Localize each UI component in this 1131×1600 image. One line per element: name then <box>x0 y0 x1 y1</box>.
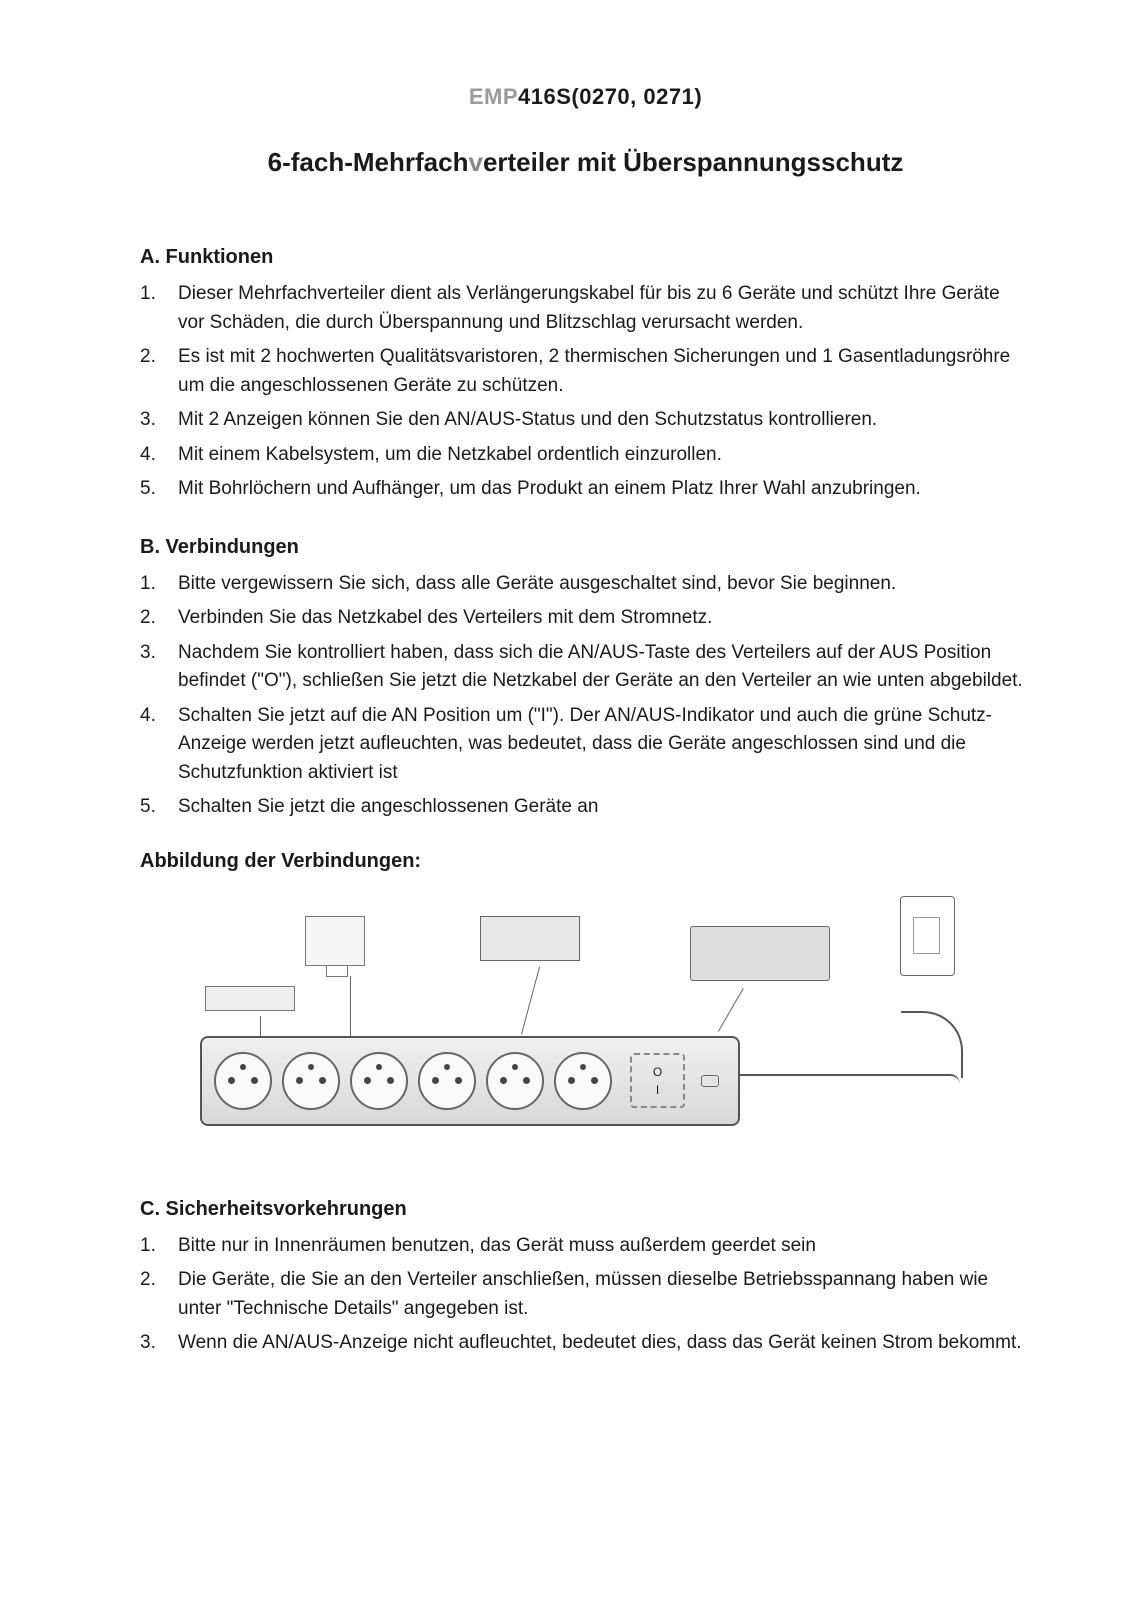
device-computer-icon <box>205 986 295 1011</box>
socket-icon <box>554 1052 612 1110</box>
list-item: Nachdem Sie kontrolliert haben, dass sic… <box>140 639 1031 696</box>
device-monitor-icon <box>305 916 365 966</box>
figure-caption: Abbildung der Verbindungen: <box>140 846 1031 876</box>
socket-icon <box>418 1052 476 1110</box>
list-item: Schalten Sie jetzt auf die AN Position u… <box>140 702 1031 788</box>
section-a-heading: A. Funktionen <box>140 242 1031 272</box>
section-b-heading: B. Verbindungen <box>140 532 1031 562</box>
model-prefix: EMP <box>469 84 518 109</box>
power-strip-icon: O I <box>200 1036 740 1126</box>
section-c-list: Bitte nur in Innenräumen benutzen, das G… <box>140 1232 1031 1358</box>
title-part1: 6-fach-Mehrfach <box>268 147 469 177</box>
switch-on-label: I <box>656 1081 659 1099</box>
socket-icon <box>350 1052 408 1110</box>
list-item: Wenn die AN/AUS-Anzeige nicht aufleuchte… <box>140 1329 1031 1358</box>
device-printer-icon <box>480 916 580 961</box>
list-item: Bitte nur in Innenräumen benutzen, das G… <box>140 1232 1031 1261</box>
list-item: Dieser Mehrfachverteiler dient als Verlä… <box>140 280 1031 337</box>
wire-icon <box>350 976 355 1036</box>
list-item: Verbinden Sie das Netzkabel des Verteile… <box>140 604 1031 633</box>
device-phone-icon <box>900 896 955 976</box>
wire-icon <box>260 1016 275 1036</box>
socket-icon <box>214 1052 272 1110</box>
list-item: Die Geräte, die Sie an den Verteiler ans… <box>140 1266 1031 1323</box>
wire-icon <box>718 988 747 1034</box>
document-title: 6-fach-Mehrfachverteiler mit Überspannun… <box>140 143 1031 182</box>
model-code: 416S(0270, 0271) <box>518 84 702 109</box>
socket-icon <box>486 1052 544 1110</box>
section-a-list: Dieser Mehrfachverteiler dient als Verlä… <box>140 280 1031 504</box>
list-item: Schalten Sie jetzt die angeschlossenen G… <box>140 793 1031 822</box>
connection-diagram: O I <box>170 896 990 1166</box>
device-fax-icon <box>690 926 830 981</box>
power-cable-icon <box>740 1074 960 1084</box>
led-indicator-icon <box>701 1075 719 1087</box>
list-item: Mit Bohrlöchern und Aufhänger, um das Pr… <box>140 475 1031 504</box>
list-item: Mit 2 Anzeigen können Sie den AN/AUS-Sta… <box>140 406 1031 435</box>
section-b-list: Bitte vergewissern Sie sich, dass alle G… <box>140 570 1031 822</box>
list-item: Es ist mit 2 hochwerten Qualitätsvaristo… <box>140 343 1031 400</box>
wire-icon <box>521 966 544 1035</box>
switch-icon: O I <box>630 1053 685 1108</box>
title-faded: v <box>468 147 482 177</box>
socket-icon <box>282 1052 340 1110</box>
section-c-heading: C. Sicherheitsvorkehrungen <box>140 1194 1031 1224</box>
switch-off-label: O <box>653 1063 662 1081</box>
model-header: EMP416S(0270, 0271) <box>140 80 1031 113</box>
list-item: Mit einem Kabelsystem, um die Netzkabel … <box>140 441 1031 470</box>
list-item: Bitte vergewissern Sie sich, dass alle G… <box>140 570 1031 599</box>
title-part2: erteiler mit Überspannungsschutz <box>483 147 903 177</box>
